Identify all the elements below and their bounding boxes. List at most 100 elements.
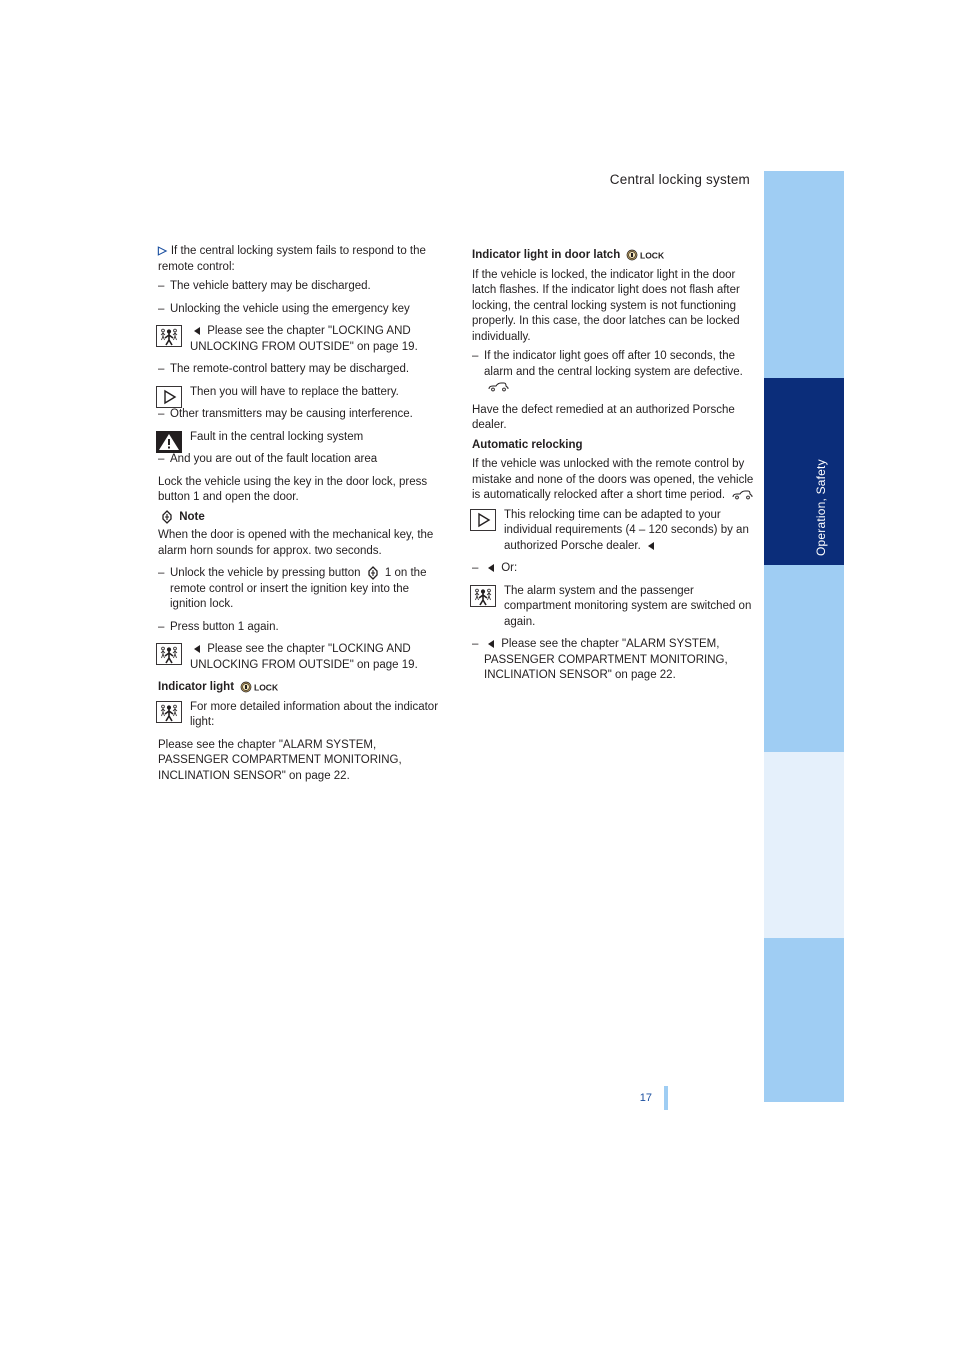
item-text: The vehicle battery may be discharged. (170, 279, 444, 295)
item-text: If the indicator light goes off after 10… (484, 349, 758, 396)
icn-xref-icon (486, 638, 496, 650)
item-text: The remote-control battery may be discha… (170, 362, 444, 378)
info-item: Fault in the central locking system (158, 430, 444, 446)
body-content: ▷If the central locking system fails to … (158, 244, 758, 789)
column-left: ▷If the central locking system fails to … (158, 244, 444, 789)
dash: – (158, 279, 170, 295)
icn-car-icon (731, 490, 753, 500)
section-lead: ▷If the central locking system fails to … (158, 244, 444, 275)
item-text: And you are out of the fault location ar… (170, 452, 444, 468)
list-item: – Or: (472, 561, 758, 577)
info-item: For more detailed information about the … (158, 700, 444, 731)
dash: – (158, 362, 170, 378)
icn-xref-icon (192, 643, 202, 655)
list-item: – Please see the chapter "ALARM SYSTEM, … (472, 637, 758, 684)
list-item: –And you are out of the fault location a… (158, 452, 444, 468)
list-item: –Press button 1 again. (158, 620, 444, 636)
item-text: Please see the chapter "ALARM SYSTEM, PA… (484, 637, 758, 684)
dash: – (472, 349, 484, 396)
info-text: Please see the chapter "LOCKING AND UNLO… (190, 325, 418, 353)
icn-person-icon (156, 643, 182, 665)
dash: – (158, 407, 170, 423)
item-text: Unlock the vehicle by pressing button 1 … (170, 566, 444, 613)
info-text: Please see the chapter "LOCKING AND UNLO… (190, 643, 418, 671)
info-item: Please see the chapter "LOCKING AND UNLO… (158, 324, 444, 355)
icn-person-icon (470, 585, 496, 607)
list-item: –The remote-control battery may be disch… (158, 362, 444, 378)
para-text: Please see the chapter "ALARM SYSTEM, PA… (158, 739, 402, 782)
lead-text: If the central locking system fails to r… (158, 245, 426, 273)
icn-xref-icon (192, 325, 202, 337)
list-item: –Other transmitters may be causing inter… (158, 407, 444, 423)
list-item: –If the indicator light goes off after 1… (472, 349, 758, 396)
person-icon (470, 585, 496, 607)
sidebar-segment (764, 752, 844, 938)
info-item: Please see the chapter "LOCKING AND UNLO… (158, 642, 444, 673)
info-item: Then you will have to replace the batter… (158, 385, 444, 401)
dash: – (158, 452, 170, 468)
warn-icon (156, 431, 182, 453)
item-text: Unlocking the vehicle using the emergenc… (170, 302, 444, 318)
dash: – (472, 637, 484, 684)
sidebar-segment (764, 938, 844, 1102)
dash: – (158, 566, 170, 613)
icn-key-icon (161, 510, 173, 524)
info-text: Fault in the central locking system (190, 431, 363, 443)
column-right: Indicator light in door latch If the veh… (472, 244, 758, 789)
dash: – (472, 561, 484, 577)
para-text: If the vehicle is locked, the indicator … (472, 269, 740, 343)
note-title: Note (158, 510, 444, 526)
icn-person-icon (156, 701, 182, 723)
subheading: Indicator light (158, 680, 444, 696)
para-text: Lock the vehicle using the key in the do… (158, 476, 427, 504)
icn-lock-icon (626, 249, 666, 261)
paragraph: Have the defect remedied at an authorize… (472, 403, 758, 434)
item-text: Other transmitters may be causing interf… (170, 407, 444, 423)
page-title: Central locking system (610, 172, 750, 187)
sidebar-segment-active: Operation, Safety (764, 378, 844, 565)
person-icon (156, 643, 182, 665)
play-icon (470, 509, 496, 531)
sidebar-nav: Operation, Safety (764, 171, 844, 1102)
icn-play-icon (156, 386, 182, 408)
subheading: Indicator light in door latch (472, 248, 758, 264)
sidebar-active-label: Operation, Safety (814, 459, 828, 556)
info-text: Then you will have to replace the batter… (190, 386, 399, 398)
icn-key-icon (367, 566, 379, 580)
info-item: This relocking time can be adapted to yo… (472, 508, 758, 555)
list-item: –Unlock the vehicle by pressing button 1… (158, 566, 444, 613)
icn-xref-icon (486, 562, 496, 574)
icn-lock-icon (240, 681, 280, 693)
note-line: When the door is opened with the mechani… (158, 528, 444, 559)
person-icon (156, 325, 182, 347)
item-text: Or: (484, 561, 758, 577)
para-text: If the vehicle was unlocked with the rem… (472, 458, 756, 501)
paragraph: If the vehicle was unlocked with the rem… (472, 457, 758, 504)
section-marker-icon: ▷ (158, 245, 167, 257)
para-text: Have the defect remedied at an authorize… (472, 404, 735, 432)
paragraph: If the vehicle is locked, the indicator … (472, 268, 758, 346)
dash: – (158, 620, 170, 636)
info-text: This relocking time can be adapted to yo… (504, 509, 749, 552)
icn-play-icon (470, 509, 496, 531)
icn-xref-icon (646, 540, 656, 552)
info-item: The alarm system and the passenger compa… (472, 584, 758, 631)
icn-person-icon (156, 325, 182, 347)
list-item: –The vehicle battery may be discharged. (158, 279, 444, 295)
paragraph: Lock the vehicle using the key in the do… (158, 475, 444, 506)
person-icon (156, 701, 182, 723)
list-item: –Unlocking the vehicle using the emergen… (158, 302, 444, 318)
subheading: Automatic relocking (472, 438, 758, 454)
sidebar-segment (764, 171, 844, 378)
note-block: Note When the door is opened with the mec… (158, 510, 444, 560)
dash: – (158, 302, 170, 318)
page-number: 17 (640, 1086, 668, 1110)
info-text: The alarm system and the passenger compa… (504, 585, 751, 628)
paragraph: Please see the chapter "ALARM SYSTEM, PA… (158, 738, 444, 785)
play-icon (156, 386, 182, 408)
icn-car-icon (487, 382, 509, 392)
sidebar-segment (764, 565, 844, 752)
info-text: For more detailed information about the … (190, 701, 438, 729)
item-text: Press button 1 again. (170, 620, 444, 636)
icn-warn-icon (156, 431, 182, 453)
